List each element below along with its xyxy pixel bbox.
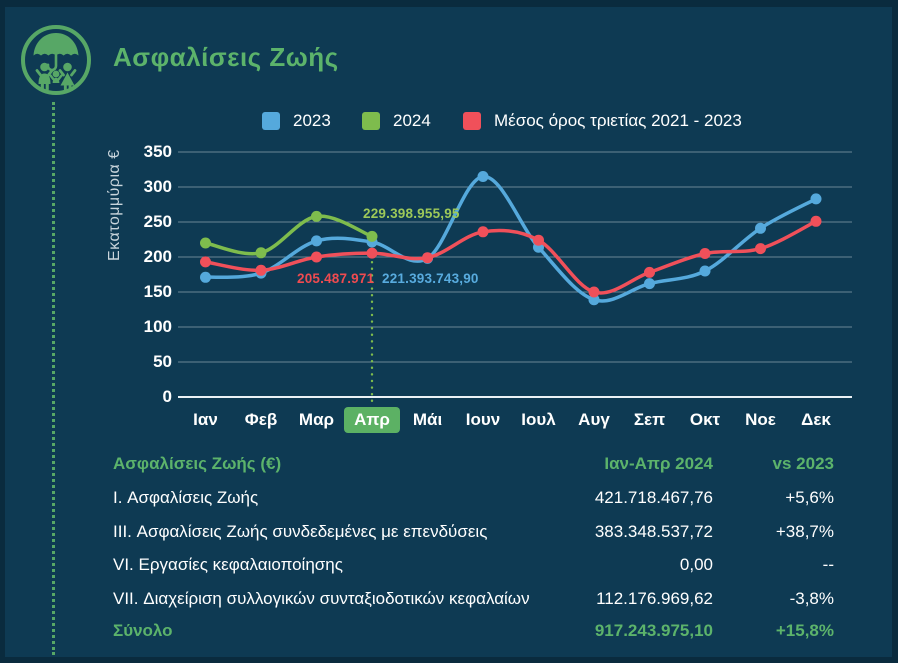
- row-value: 917.243.975,10: [594, 621, 713, 640]
- row-change: +5,6%: [785, 488, 834, 507]
- data-point-2023: [200, 271, 211, 283]
- table-row: VI. Εργασίες κεφαλαιοποίησης 0,00 --: [0, 555, 898, 577]
- row-value: 112.176.969,62: [596, 588, 713, 608]
- row-change: -3,8%: [789, 588, 834, 608]
- y-tick-300: 300: [143, 177, 172, 196]
- row-label: I. Ασφαλίσεις Ζωής: [113, 488, 259, 507]
- data-point-Μέσος-όρος-τριετίας-2021---2023: [477, 226, 489, 238]
- series-line-2024: [203, 214, 374, 256]
- legend-label: Μέσος όρος τριετίας 2021 - 2023: [494, 111, 742, 130]
- row-value: 0,00: [679, 555, 713, 574]
- data-point-2024: [366, 230, 378, 242]
- row-label: VI. Εργασίες κεφαλαιοποίησης: [113, 555, 343, 574]
- y-tick-350: 350: [143, 142, 172, 161]
- y-tick-100: 100: [143, 317, 172, 336]
- page-background: [5, 7, 892, 657]
- month-label-Σεπ: Σεπ: [633, 410, 666, 429]
- y-tick-250: 250: [143, 212, 172, 231]
- table-header: Ασφαλίσεις Ζωής (€) Ιαν-Απρ 2024 vs 2023: [0, 454, 898, 476]
- data-point-Μέσος-όρος-τριετίας-2021---2023: [255, 264, 267, 276]
- legend-swatch: [262, 112, 280, 130]
- data-point-Μέσος-όρος-τριετίας-2021---2023: [810, 215, 822, 227]
- annotation-2024-apr: 229.398.955,95: [363, 206, 460, 221]
- month-label-Ιαν: Ιαν: [193, 410, 218, 429]
- annotation-average-apr: 205.487.971: [297, 271, 375, 286]
- legend-label: 2024: [393, 111, 431, 130]
- table-row-total: Σύνολο 917.243.975,10 +15,8%: [0, 621, 898, 643]
- y-tick-50: 50: [153, 352, 172, 371]
- month-label-Νοε: Νοε: [745, 410, 776, 429]
- month-label-Δεκ: Δεκ: [801, 410, 831, 429]
- legend-label: 2023: [293, 111, 331, 130]
- data-point-2024: [311, 210, 322, 222]
- family-umbrella-icon: [21, 25, 91, 95]
- table-header-category: Ασφαλίσεις Ζωής (€): [113, 454, 282, 473]
- table-row: III. Ασφαλίσεις Ζωής συνδεδεμένες με επε…: [0, 522, 898, 544]
- data-point-Μέσος-όρος-τριετίας-2021---2023: [533, 234, 544, 246]
- row-label: VII. Διαχείριση συλλογικών συνταξιοδοτικ…: [113, 588, 530, 608]
- y-tick-0: 0: [162, 387, 172, 406]
- data-point-2023: [311, 235, 322, 247]
- row-value: 383.348.537,72: [594, 521, 713, 541]
- table-row: I. Ασφαλίσεις Ζωής 421.718.467,76 +5,6%: [0, 488, 898, 510]
- row-value: 421.718.467,76: [594, 488, 713, 507]
- data-point-2023: [588, 294, 600, 306]
- table-header-vs: vs 2023: [772, 454, 834, 473]
- data-point-Μέσος-όρος-τριετίας-2021---2023: [366, 247, 378, 259]
- month-label-Ιουλ: Ιουλ: [521, 410, 556, 429]
- table-header-period: Ιαν-Απρ 2024: [604, 454, 713, 473]
- data-point-2023: [699, 265, 711, 277]
- annotation-2023-apr: 221.393.743,90: [382, 271, 479, 286]
- legend-item-2023: 2023: [262, 111, 331, 131]
- data-point-2023: [755, 222, 766, 234]
- month-label-Αυγ: Αυγ: [578, 410, 610, 429]
- legend-item-2024: 2024: [362, 111, 431, 131]
- page-title: Ασφαλίσεις Ζωής: [113, 42, 339, 72]
- row-change: +38,7%: [775, 521, 834, 541]
- row-label: Σύνολο: [113, 621, 173, 640]
- y-tick-150: 150: [143, 282, 172, 301]
- row-label: III. Ασφαλίσεις Ζωής συνδεδεμένες με επε…: [113, 521, 488, 541]
- data-point-2023: [477, 171, 489, 182]
- data-point-2023: [644, 278, 655, 290]
- data-point-2024: [255, 247, 267, 259]
- month-label-Μαρ: Μαρ: [298, 410, 335, 429]
- row-change: --: [822, 555, 834, 574]
- data-point-2023: [810, 193, 822, 205]
- vertical-dotted-divider: [52, 102, 55, 655]
- legend-swatch: [362, 112, 380, 130]
- data-point-Μέσος-όρος-τριετίας-2021---2023: [699, 248, 711, 259]
- y-tick-200: 200: [143, 247, 172, 266]
- data-point-Μέσος-όρος-τριετίας-2021---2023: [311, 251, 322, 263]
- data-point-Μέσος-όρος-τριετίας-2021---2023: [755, 243, 766, 255]
- legend-swatch: [463, 112, 481, 130]
- month-label-Οκτ: Οκτ: [689, 410, 721, 429]
- data-point-Μέσος-όρος-τριετίας-2021---2023: [422, 252, 433, 264]
- data-point-Μέσος-όρος-τριετίας-2021---2023: [200, 256, 211, 268]
- selected-month-Απρ: Απρ: [344, 407, 400, 433]
- month-label-Ιουν: Ιουν: [465, 410, 501, 429]
- data-point-2024: [200, 237, 211, 249]
- month-label-Φεβ: Φεβ: [244, 410, 278, 429]
- month-label-Μάι: Μάι: [412, 410, 443, 429]
- data-point-Μέσος-όρος-τριετίας-2021---2023: [644, 266, 655, 278]
- legend-item-Μέσος-όρος-τριετίας-2021---2023: Μέσος όρος τριετίας 2021 - 2023: [463, 111, 742, 131]
- row-change: +15,8%: [775, 621, 834, 640]
- data-point-Μέσος-όρος-τριετίας-2021---2023: [588, 286, 600, 298]
- line-chart: [178, 151, 852, 405]
- table-row: VII. Διαχείριση συλλογικών συνταξιοδοτικ…: [0, 589, 898, 611]
